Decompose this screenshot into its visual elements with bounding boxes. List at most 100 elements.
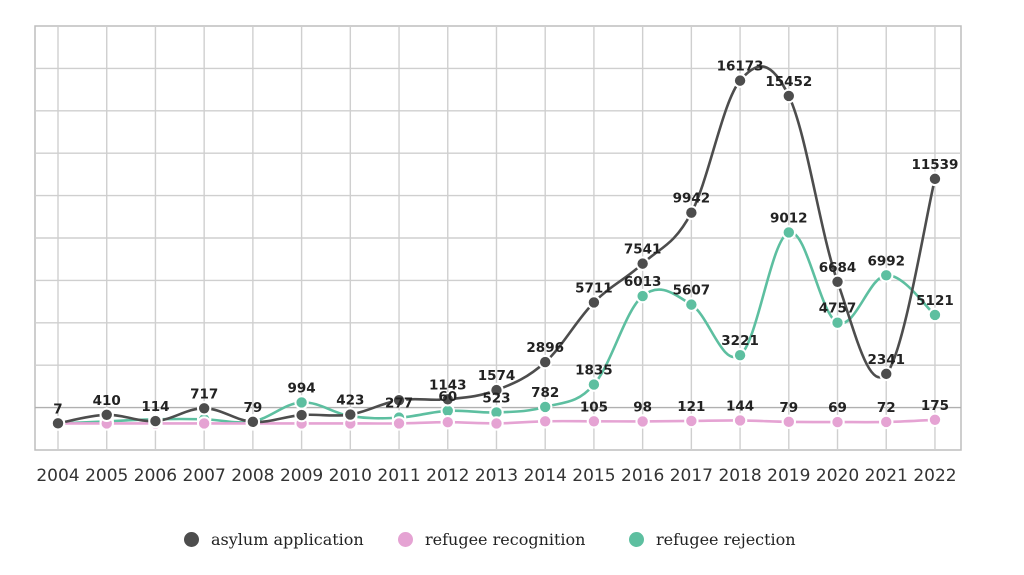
x-tick-label: 2018 <box>718 466 761 486</box>
data-point-asylum-application <box>684 205 699 220</box>
data-label-asylum-application: 410 <box>93 393 121 409</box>
data-labels: 7 410 114 717 79 423 1143 1574 2896 5711 7541 9942 1… <box>53 59 958 418</box>
data-point-refugee-recognition <box>489 416 504 431</box>
data-point-refugee-recognition <box>538 414 553 429</box>
data-point-refugee-rejection <box>732 348 748 363</box>
data-point-refugee-recognition <box>586 414 602 429</box>
x-tick-label: 2008 <box>231 466 274 486</box>
x-tick-label: 2007 <box>183 466 226 486</box>
data-point-refugee-recognition <box>391 416 407 431</box>
data-label-refugee-rejection: 1835 <box>575 363 613 379</box>
x-tick-label: 2013 <box>475 466 518 486</box>
data-point-asylum-application <box>586 295 602 310</box>
data-label-refugee-recognition: 175 <box>921 398 949 414</box>
data-point-refugee-rejection <box>830 315 845 330</box>
data-label-refugee-rejection: 6013 <box>624 274 662 290</box>
data-label-asylum-application: 79 <box>243 400 262 416</box>
x-axis-tick-labels: 2004 2005 2006 2007 2008 2009 2010 2011 2012 2013… <box>36 466 956 486</box>
data-label-asylum-application: 11539 <box>911 157 958 173</box>
x-tick-label: 2006 <box>134 466 177 486</box>
data-label-refugee-rejection: 9012 <box>770 210 808 226</box>
data-point-refugee-rejection <box>879 268 894 283</box>
x-tick-label: 2019 <box>767 466 810 486</box>
data-point-asylum-application <box>635 256 650 271</box>
legend-label-refugee-recognition: refugee recognition <box>425 529 586 549</box>
legend-marker-refugee-rejection <box>629 531 644 547</box>
data-point-asylum-application <box>781 88 796 104</box>
data-label-refugee-rejection: 994 <box>288 380 316 396</box>
data-point-refugee-recognition <box>879 414 894 430</box>
x-tick-label: 2014 <box>524 466 567 486</box>
data-label-refugee-recognition: 144 <box>726 398 754 414</box>
data-label-refugee-recognition: 105 <box>580 399 608 415</box>
legend: asylum application refugee recognition r… <box>0 522 1024 556</box>
data-label-refugee-rejection: 277 <box>385 396 413 412</box>
data-label-refugee-rejection: 6992 <box>867 253 905 269</box>
legend-item-refugee-recognition: refugee recognition <box>398 522 585 556</box>
data-label-refugee-rejection: 523 <box>482 390 510 406</box>
legend-label-asylum-application: asylum application <box>211 529 364 549</box>
data-point-refugee-recognition <box>830 414 845 430</box>
legend-item-refugee-rejection: refugee rejection <box>629 522 796 556</box>
data-label-asylum-application: 2341 <box>867 352 905 368</box>
x-tick-label: 2022 <box>913 466 956 486</box>
data-point-asylum-application <box>99 407 114 423</box>
grid <box>34 25 962 451</box>
data-label-asylum-application: 423 <box>336 393 364 409</box>
data-point-refugee-rejection <box>586 377 602 392</box>
data-label-refugee-rejection: 60 <box>438 389 457 405</box>
data-point-refugee-recognition <box>927 412 943 427</box>
data-point-refugee-recognition <box>635 414 650 429</box>
data-label-refugee-recognition: 98 <box>633 399 652 415</box>
data-point-asylum-application <box>196 401 212 416</box>
data-label-asylum-application: 5711 <box>575 280 613 296</box>
legend-label-refugee-rejection: refugee rejection <box>656 529 796 549</box>
data-point-asylum-application <box>879 366 894 382</box>
data-point-refugee-recognition <box>781 414 796 430</box>
x-tick-label: 2004 <box>36 466 79 486</box>
x-tick-label: 2021 <box>865 466 908 486</box>
data-label-asylum-application: 7 <box>53 401 62 417</box>
data-point-asylum-application <box>538 354 553 370</box>
data-point-asylum-application <box>294 407 309 423</box>
legend-marker-asylum-application <box>184 531 199 547</box>
data-label-asylum-application: 6684 <box>819 260 857 276</box>
data-point-asylum-application <box>927 171 943 187</box>
data-label-refugee-recognition: 121 <box>677 399 705 415</box>
data-point-refugee-rejection <box>635 288 650 304</box>
data-label-asylum-application: 717 <box>190 386 218 402</box>
data-label-refugee-rejection: 3221 <box>721 333 759 349</box>
data-label-asylum-application: 1574 <box>478 368 516 384</box>
x-tick-label: 2009 <box>280 466 323 486</box>
data-point-asylum-application <box>489 382 504 398</box>
data-label-asylum-application: 114 <box>141 399 169 415</box>
data-label-refugee-recognition: 79 <box>779 400 798 416</box>
legend-item-asylum-application: asylum application <box>184 522 364 556</box>
data-point-refugee-rejection <box>684 297 699 312</box>
data-label-refugee-rejection: 5607 <box>673 283 711 299</box>
data-label-asylum-application: 7541 <box>624 242 662 258</box>
series-line-asylum-application <box>57 65 937 425</box>
data-label-asylum-application: 2896 <box>526 340 564 356</box>
data-point-asylum-application <box>732 73 748 88</box>
data-label-asylum-application: 16173 <box>717 59 764 75</box>
data-point-asylum-application <box>245 414 261 430</box>
x-tick-label: 2012 <box>426 466 469 486</box>
x-tick-label: 2016 <box>621 466 664 486</box>
data-point-asylum-application <box>148 413 163 429</box>
legend-marker-refugee-recognition <box>398 531 413 547</box>
data-point-asylum-application <box>391 392 407 408</box>
x-tick-label: 2005 <box>85 466 128 486</box>
data-label-refugee-rejection: 5121 <box>916 293 954 309</box>
data-label-asylum-application: 9942 <box>673 191 711 207</box>
x-tick-label: 2010 <box>329 466 372 486</box>
data-point-refugee-rejection <box>927 307 943 323</box>
data-label-asylum-application: 15452 <box>765 74 812 90</box>
data-label-refugee-recognition: 69 <box>828 400 847 416</box>
data-point-refugee-recognition <box>440 415 455 430</box>
data-point-refugee-recognition <box>684 413 699 429</box>
data-point-asylum-application <box>830 274 845 289</box>
data-point-refugee-rejection <box>538 399 553 415</box>
x-tick-label: 2020 <box>816 466 859 486</box>
